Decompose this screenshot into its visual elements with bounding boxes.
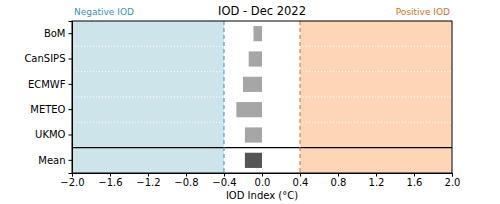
y-tick-mark (69, 33, 73, 34)
x-tick: −0.4 (212, 173, 236, 188)
x-tick: 0.0 (255, 173, 271, 188)
frame (72, 21, 452, 173)
x-tick-label: −1.2 (136, 177, 160, 188)
row-separator (72, 97, 452, 98)
x-tick-label: −0.4 (212, 177, 236, 188)
y-tick: CanSIPS (24, 53, 72, 64)
y-axis: BoM CanSIPS ECMWF METEO UKMO Mean (24, 22, 72, 174)
y-axis-line (69, 22, 73, 174)
y-tick-label: UKMO (35, 129, 66, 140)
row-separator (72, 122, 452, 123)
x-tick: 1.2 (369, 173, 385, 188)
x-tick: −1.2 (136, 173, 160, 188)
region-label: Positive IOD (396, 7, 450, 17)
bar (253, 26, 262, 41)
y-tick: ECMWF (28, 79, 72, 90)
row-separator (72, 46, 452, 47)
bar (236, 102, 262, 117)
bar (243, 77, 262, 92)
mean-separator (72, 147, 452, 148)
zero-line (262, 21, 263, 173)
x-tick-label: 0.4 (293, 177, 309, 188)
y-tick: BoM (44, 28, 72, 39)
y-tick-label: BoM (44, 28, 66, 39)
y-tick-mark (69, 84, 73, 85)
x-tick: 0.4 (293, 173, 309, 188)
x-tick-label: 1.2 (369, 177, 385, 188)
x-axis-title: IOD Index (°C) (226, 190, 298, 201)
row-separator (72, 71, 452, 72)
y-tick: UKMO (35, 129, 72, 140)
y-tick-label: ECMWF (28, 79, 66, 90)
x-tick: 0.8 (331, 173, 347, 188)
plot: −2.0 −1.6 −1.2 −0.8 −0.4 0.0 0.4 0.8 1.2 1.6 2.0 Bo… (24, 21, 460, 188)
x-axis: −2.0 −1.6 −1.2 −0.8 −0.4 0.0 0.4 0.8 1.2 1.6 2.0 (60, 173, 460, 188)
region-label: Negative IOD (74, 7, 134, 17)
x-tick: 2.0 (445, 173, 461, 188)
y-tick: METEO (30, 104, 72, 115)
x-tick: −0.8 (174, 173, 198, 188)
x-tick-label: −0.8 (174, 177, 198, 188)
y-tick-label: METEO (30, 104, 65, 115)
x-tick-label: 1.6 (407, 177, 423, 188)
y-tick-mark (69, 109, 73, 110)
x-tick-label: −2.0 (60, 177, 84, 188)
x-tick: 1.6 (407, 173, 423, 188)
y-tick-mark (69, 160, 73, 161)
bar (245, 153, 262, 168)
threshold-line (300, 21, 301, 173)
y-tick-mark (69, 135, 73, 136)
y-tick-label: Mean (38, 155, 65, 166)
chart: −2.0 −1.6 −1.2 −0.8 −0.4 0.0 0.4 0.8 1.2 1.6 2.0 Bo… (0, 0, 500, 204)
x-tick-label: 0.0 (255, 177, 271, 188)
title: IOD - Dec 2022 (218, 4, 306, 18)
threshold-line (224, 21, 225, 173)
bar (249, 51, 262, 66)
x-tick: −1.6 (98, 173, 122, 188)
y-tick-label: CanSIPS (24, 53, 65, 64)
bar (245, 127, 262, 142)
x-tick-label: 2.0 (445, 177, 461, 188)
x-tick: −2.0 (60, 173, 84, 188)
y-tick: Mean (38, 155, 72, 166)
x-tick-label: 0.8 (331, 177, 347, 188)
x-tick-label: −1.6 (98, 177, 122, 188)
y-tick-mark (69, 59, 73, 60)
plot-content (72, 21, 452, 173)
